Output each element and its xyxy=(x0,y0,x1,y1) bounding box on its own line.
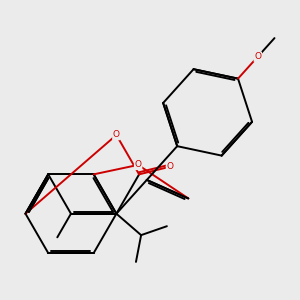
Text: O: O xyxy=(113,130,120,140)
Text: O: O xyxy=(135,160,142,169)
Text: O: O xyxy=(167,162,173,171)
Text: O: O xyxy=(254,52,261,61)
